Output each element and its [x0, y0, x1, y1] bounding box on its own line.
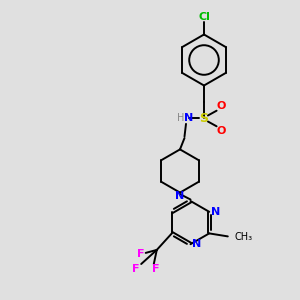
- Text: F: F: [152, 264, 159, 274]
- Text: H: H: [177, 113, 184, 124]
- Text: N: N: [192, 239, 201, 249]
- Text: Cl: Cl: [198, 12, 210, 22]
- Text: F: F: [137, 249, 145, 260]
- Text: N: N: [211, 207, 220, 217]
- Text: S: S: [200, 112, 208, 125]
- Text: N: N: [184, 113, 193, 124]
- Text: O: O: [216, 101, 226, 112]
- Text: N: N: [176, 191, 184, 201]
- Text: O: O: [216, 125, 226, 136]
- Text: F: F: [132, 264, 140, 274]
- Text: CH₃: CH₃: [235, 232, 253, 242]
